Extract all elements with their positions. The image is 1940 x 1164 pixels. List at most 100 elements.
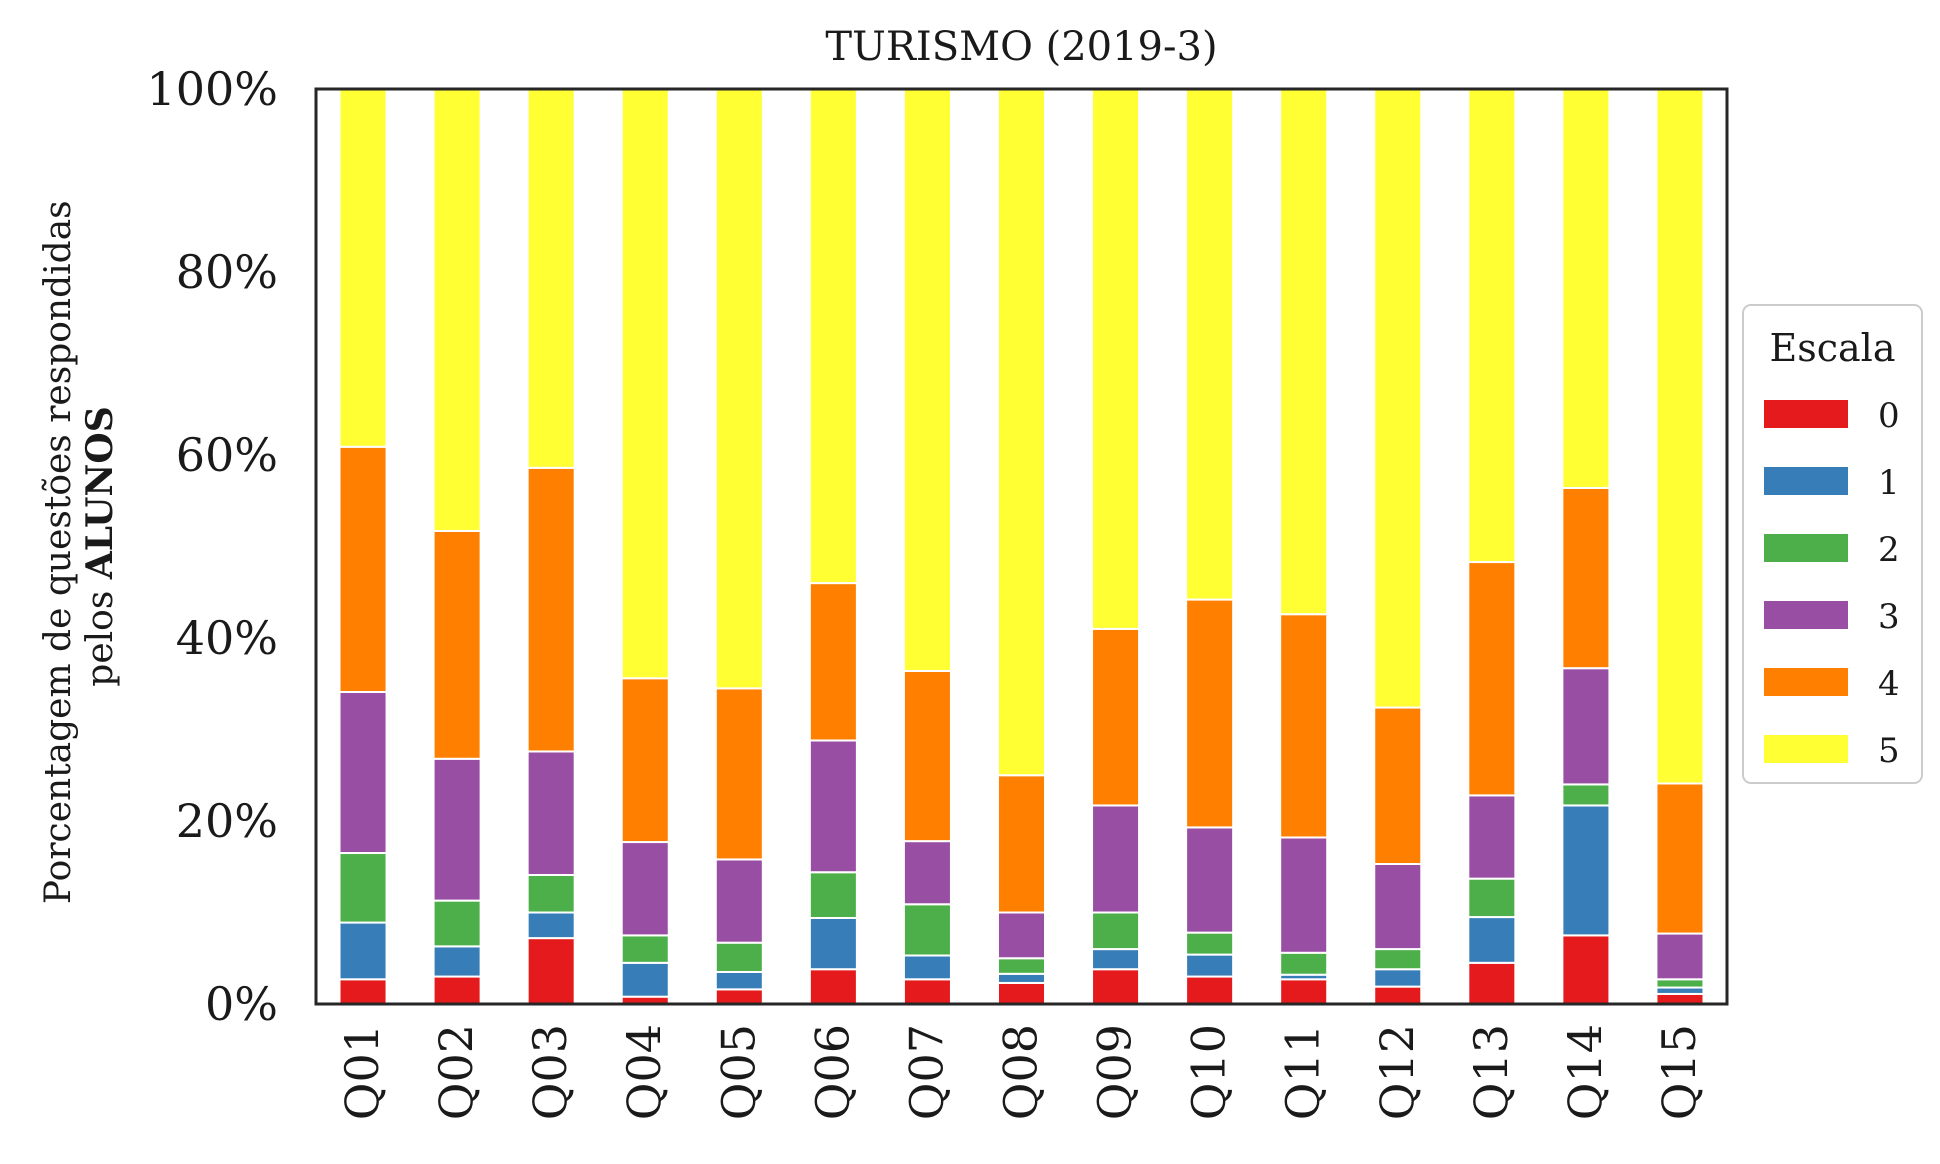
bar-q12-escala-1 <box>1373 968 1423 988</box>
bar-q07-escala-5 <box>902 88 952 672</box>
bar-q13-escala-3 <box>1467 794 1517 880</box>
legend-label-0: 0 <box>1878 396 1900 436</box>
bar-q03-escala-2 <box>526 873 576 914</box>
bar-q03-escala-5 <box>526 88 576 469</box>
bar-q14-escala-4 <box>1561 486 1611 670</box>
legend-label-2: 2 <box>1878 530 1900 570</box>
bar-q10-escala-4 <box>1185 598 1235 829</box>
x-tick-label: Q08 <box>994 1024 1048 1120</box>
bar-q10-escala-3 <box>1185 826 1235 934</box>
bar-q13-escala-4 <box>1467 561 1517 797</box>
bar-q08-escala-4 <box>996 774 1047 914</box>
bar-stack-q09 <box>1091 88 1141 1005</box>
bar-q12-escala-3 <box>1373 863 1423 951</box>
bar-q01-escala-3 <box>338 690 388 855</box>
bar-q05-escala-1 <box>714 970 764 991</box>
bar-q05-escala-2 <box>714 941 764 973</box>
bar-stack-q07 <box>902 88 952 1005</box>
x-axis-ticks: Q01 Q02 Q03 Q04 Q05 Q06 Q07 Q08 Q09 Q10 Q11 Q12 Q13 Q… <box>335 1024 1706 1120</box>
bar-stack-q15 <box>1655 88 1705 1005</box>
bar-q09-escala-4 <box>1091 627 1141 807</box>
legend-items: 0 1 2 3 4 5 <box>1764 396 1900 771</box>
bar-q05-escala-5 <box>714 88 764 690</box>
legend-swatch-3 <box>1764 601 1848 629</box>
legend: Escala 0 1 2 3 4 5 <box>1742 304 1923 784</box>
bar-q07-escala-0 <box>902 978 952 1005</box>
bar-q02-escala-4 <box>432 529 482 760</box>
legend-label-3: 3 <box>1878 597 1900 637</box>
legend-swatch-2 <box>1764 534 1848 562</box>
y-tick-label: 80% <box>176 245 278 299</box>
x-tick-label: Q05 <box>711 1024 765 1120</box>
bar-q03-escala-3 <box>526 750 576 876</box>
bar-stack-q03 <box>526 88 576 1005</box>
legend-swatch-0 <box>1764 400 1848 428</box>
bar-stack-q11 <box>1279 88 1329 1005</box>
bar-q09-escala-2 <box>1091 911 1141 951</box>
bar-stack-q05 <box>714 88 764 1005</box>
bar-q11-escala-0 <box>1279 978 1329 1005</box>
bar-q05-escala-0 <box>714 988 764 1005</box>
y-axis-label-line1: Porcentagem de questões respondidas <box>38 200 79 904</box>
bar-q06-escala-3 <box>808 739 858 874</box>
bar-q13-escala-0 <box>1467 961 1517 1006</box>
bar-q14-escala-0 <box>1561 934 1611 1005</box>
bar-q07-escala-4 <box>902 669 952 843</box>
bar-q09-escala-0 <box>1091 968 1141 1005</box>
y-axis-label-line2: pelos ALUNOS <box>79 406 121 686</box>
y-tick-label: 40% <box>176 611 278 665</box>
x-tick-label: Q13 <box>1464 1024 1518 1120</box>
bar-q06-escala-4 <box>808 582 858 742</box>
bar-q14-escala-1 <box>1561 804 1611 937</box>
y-axis-label-line2-prefix: pelos <box>80 579 121 686</box>
bar-q02-escala-1 <box>432 945 482 978</box>
bar-q11-escala-4 <box>1279 613 1329 839</box>
bar-q02-escala-0 <box>432 975 482 1005</box>
bar-q08-escala-1 <box>996 972 1047 984</box>
bar-q15-escala-0 <box>1655 992 1705 1005</box>
bar-q02-escala-2 <box>432 899 482 948</box>
bar-q10-escala-1 <box>1185 953 1235 978</box>
bar-q02-escala-3 <box>432 757 482 902</box>
bar-q07-escala-3 <box>902 840 952 906</box>
bar-q08-escala-2 <box>996 957 1047 975</box>
bar-stack-q02 <box>432 88 482 1005</box>
bar-q11-escala-2 <box>1279 951 1329 976</box>
bar-q06-escala-5 <box>808 88 858 585</box>
bar-stack-q13 <box>1467 88 1517 1006</box>
bar-q12-escala-2 <box>1373 948 1423 971</box>
bar-q01-escala-2 <box>338 852 388 924</box>
bar-q10-escala-2 <box>1185 931 1235 956</box>
legend-title: Escala <box>1770 326 1896 370</box>
bar-q12-escala-0 <box>1373 985 1423 1005</box>
bar-q04-escala-2 <box>620 934 670 964</box>
bar-q09-escala-1 <box>1091 948 1141 971</box>
bar-q14-escala-2 <box>1561 783 1611 807</box>
bar-q12-escala-4 <box>1373 706 1423 866</box>
x-tick-label: Q10 <box>1182 1024 1236 1120</box>
y-tick-label: 20% <box>176 794 278 848</box>
bar-stack-q01 <box>338 88 388 1005</box>
bar-q05-escala-4 <box>714 687 764 861</box>
y-tick-label: 100% <box>146 62 278 116</box>
x-tick-label: Q01 <box>335 1024 389 1120</box>
y-axis-label-line2-bold: ALUNOS <box>79 406 121 580</box>
bar-q03-escala-0 <box>526 937 576 1005</box>
x-tick-label: Q02 <box>429 1024 483 1120</box>
bar-q01-escala-0 <box>338 978 388 1005</box>
bar-stack-q06 <box>808 88 858 1005</box>
plot-frame <box>314 87 1729 1006</box>
y-axis-ticks: 0% 20% 40% 60% 80% 100% <box>146 62 278 1031</box>
bar-q06-escala-2 <box>808 871 858 919</box>
bar-q02-escala-5 <box>432 88 482 532</box>
x-tick-label: Q12 <box>1370 1024 1424 1120</box>
bar-q07-escala-1 <box>902 954 952 981</box>
bar-q04-escala-5 <box>620 88 670 680</box>
bar-q13-escala-2 <box>1467 877 1517 919</box>
bar-q11-escala-5 <box>1279 88 1329 616</box>
bar-q10-escala-5 <box>1185 88 1235 601</box>
bar-q15-escala-2 <box>1655 978 1705 989</box>
bar-q04-escala-3 <box>620 841 670 937</box>
bar-stack-q12 <box>1373 88 1423 1005</box>
